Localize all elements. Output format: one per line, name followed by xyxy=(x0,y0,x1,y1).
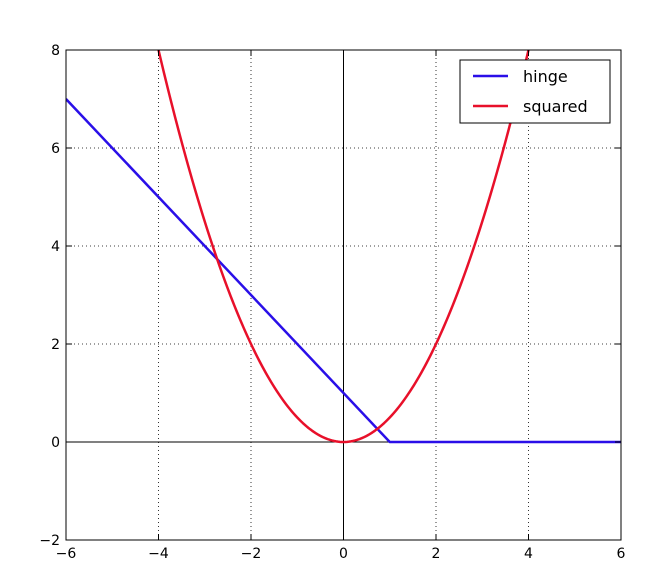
y-tick-label: −2 xyxy=(39,533,60,549)
x-tick-label: −4 xyxy=(148,546,169,562)
x-tick-label: 4 xyxy=(524,546,533,562)
legend-box xyxy=(459,59,611,124)
series-line-hinge xyxy=(66,98,621,444)
x-tick-label: 2 xyxy=(432,546,441,562)
legend: hinge squared xyxy=(459,59,611,124)
y-tick-label: 6 xyxy=(51,141,60,157)
legend-label-squared: squared xyxy=(523,97,588,116)
axis-ticks: −6 −4 −2 0 2 4 6 −2 0 2 4 6 8 xyxy=(39,43,625,562)
y-tick-label: 8 xyxy=(51,43,60,59)
y-tick-label: 2 xyxy=(51,337,60,353)
y-tick-label: 4 xyxy=(51,239,60,255)
x-tick-label: −6 xyxy=(56,546,77,562)
series-line-squared xyxy=(157,50,530,444)
x-tick-label: −2 xyxy=(241,546,262,562)
series-lines xyxy=(66,50,621,444)
x-tick-label: 6 xyxy=(617,546,626,562)
legend-label-hinge: hinge xyxy=(523,67,568,86)
y-tick-label: 0 xyxy=(51,435,60,451)
x-tick-label: 0 xyxy=(339,546,348,562)
